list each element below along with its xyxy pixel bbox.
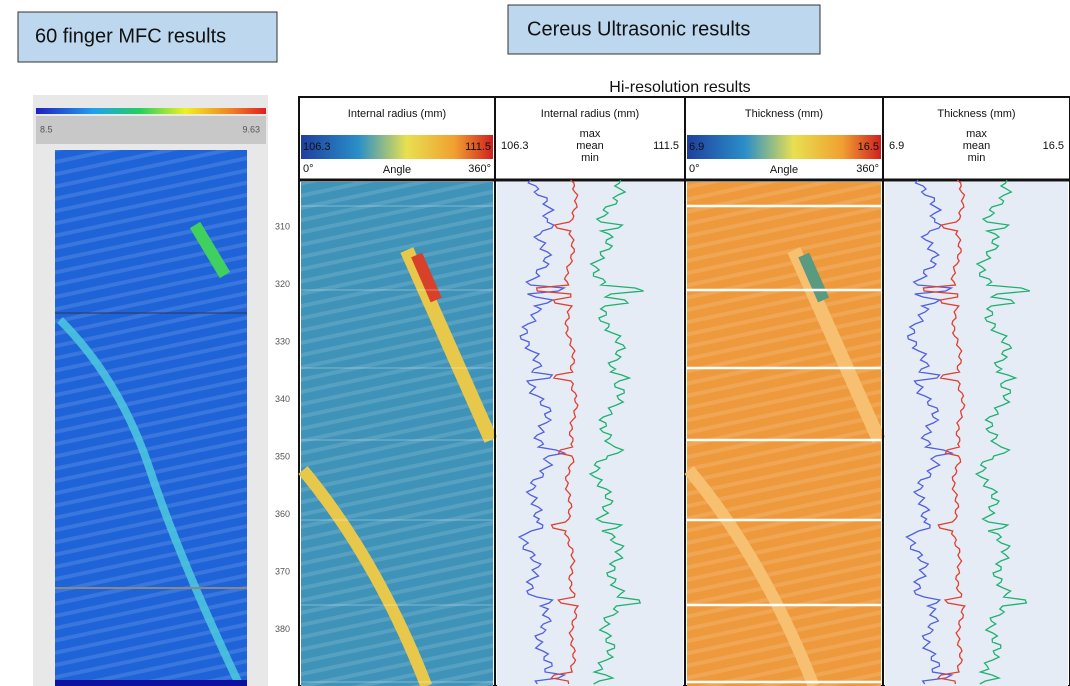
scale-max: 9.63 xyxy=(242,124,260,134)
scale-max: 111.5 xyxy=(653,140,679,152)
depth-tick: 370 xyxy=(275,566,290,576)
legend-entry: max xyxy=(966,128,987,140)
depth-tick: 350 xyxy=(275,451,290,461)
legend-entry: mean xyxy=(576,140,604,152)
plot-area xyxy=(497,182,683,686)
scale-min: 6.9 xyxy=(689,141,704,153)
scale-max: 111.5 xyxy=(465,141,491,153)
box-title: Cereus Ultrasonic results xyxy=(527,18,750,40)
depth-tick: 380 xyxy=(275,624,290,634)
angle-end: 360° xyxy=(856,163,879,175)
legend-entry: min xyxy=(968,152,986,164)
panel-title: Internal radius (mm) xyxy=(348,108,446,120)
panel-title: Internal radius (mm) xyxy=(541,108,639,120)
scale-min: 8.5 xyxy=(40,124,53,134)
scale-min: 106.3 xyxy=(303,141,331,153)
depth-tick: 320 xyxy=(275,279,290,289)
legend-entry: min xyxy=(581,152,599,164)
subtitle: Hi-resolution results xyxy=(609,79,750,96)
box-title: 60 finger MFC results xyxy=(35,25,226,47)
angle-end: 360° xyxy=(468,163,491,175)
depth-tick: 310 xyxy=(275,221,290,231)
depth-tick: 330 xyxy=(275,336,290,346)
colorbar xyxy=(687,135,881,159)
mfc-image: 8.5 9.63 xyxy=(33,95,268,686)
angle-label: Angle xyxy=(383,164,411,176)
depth-tick: 360 xyxy=(275,509,290,519)
panel-title: Thickness (mm) xyxy=(937,108,1015,120)
scale-min: 6.9 xyxy=(889,140,904,152)
depth-tick: 340 xyxy=(275,394,290,404)
angle-start: 0° xyxy=(303,163,314,175)
slide: 60 finger MFC results Cereus Ultrasonic … xyxy=(0,0,1070,686)
angle-start: 0° xyxy=(689,163,700,175)
scale-max: 16.5 xyxy=(858,141,879,153)
legend-entry: mean xyxy=(963,140,991,152)
scale-min: 106.3 xyxy=(501,140,529,152)
scale-max: 16.5 xyxy=(1043,140,1064,152)
angle-label: Angle xyxy=(770,164,798,176)
legend-entry: max xyxy=(580,128,601,140)
panel-title: Thickness (mm) xyxy=(745,108,823,120)
plot-area xyxy=(885,182,1068,686)
